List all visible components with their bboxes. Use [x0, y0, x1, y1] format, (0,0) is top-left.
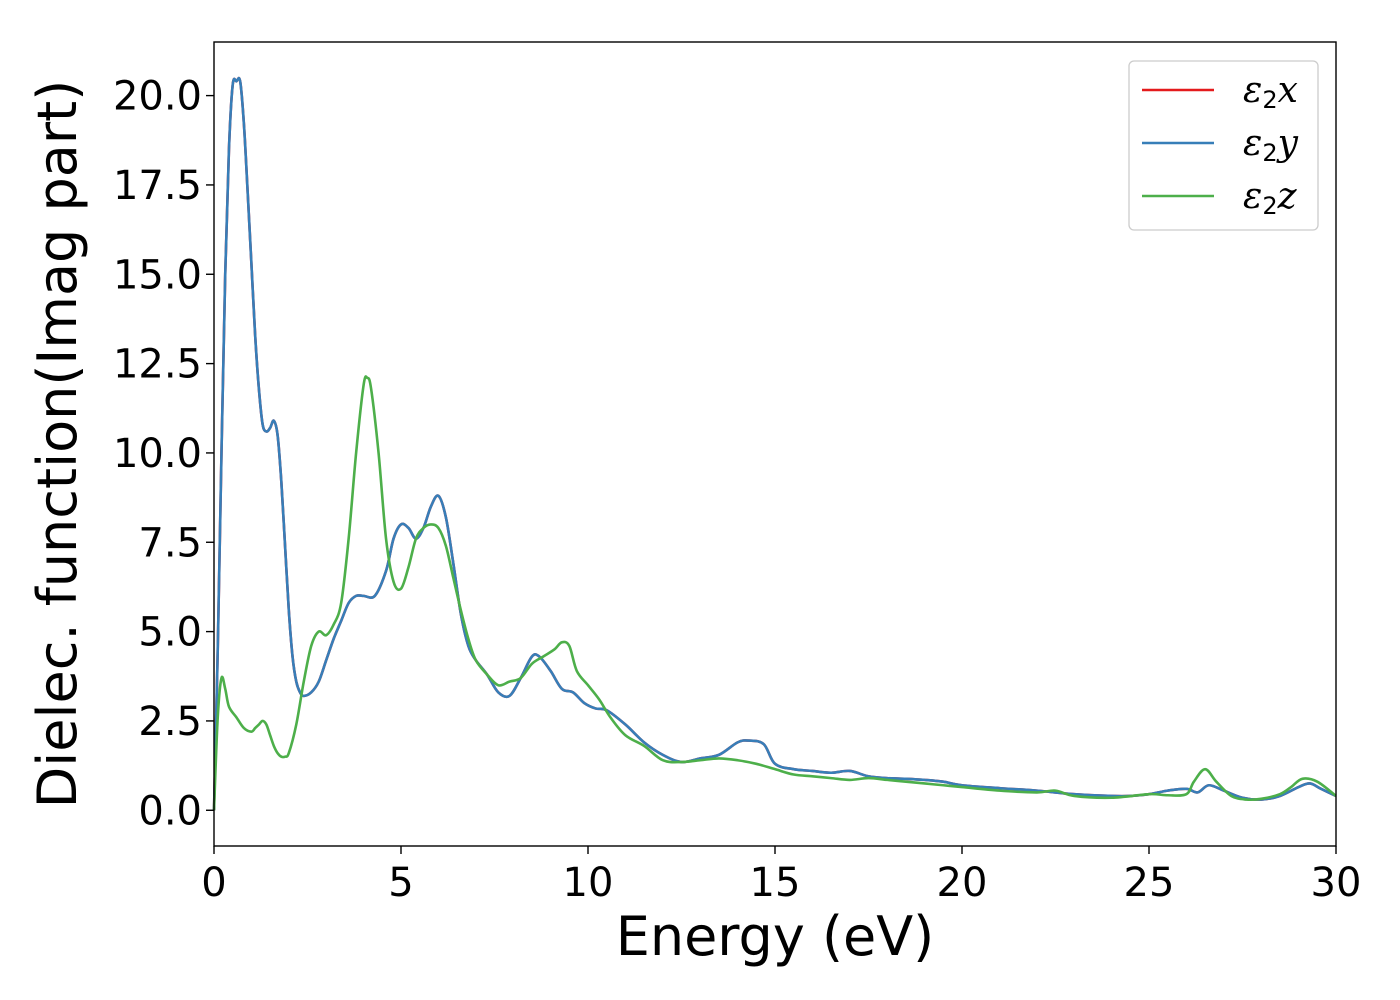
series-layer [212, 76, 1337, 811]
legend-entries: ε2x ε2y ε2z [1142, 70, 1299, 220]
x-tick-label: 25 [1124, 860, 1175, 906]
y-tick-label: 20.0 [113, 74, 202, 120]
y-tick-label: 12.5 [113, 342, 202, 388]
y-tick-label: 10.0 [113, 431, 202, 477]
legend: ε2x ε2y ε2z [1128, 60, 1319, 231]
ticks-layer: 0 5 10 15 20 25 30 0.0 2.5 5.0 7.5 10.0 12.5 15.0 17.5… [113, 74, 1362, 906]
series-line-z [212, 375, 1337, 811]
y-tick-label: 2.5 [138, 699, 202, 745]
x-tick-label: 20 [937, 860, 988, 906]
y-tick-label: 0.0 [138, 788, 202, 834]
x-tick-label: 5 [388, 860, 413, 906]
x-tick-label: 10 [563, 860, 614, 906]
y-tick-label: 17.5 [113, 163, 202, 209]
y-tick-label: 5.0 [138, 610, 202, 656]
y-tick-label: 7.5 [138, 520, 202, 566]
x-axis-title: Energy (eV) [616, 905, 935, 968]
x-tick-label: 30 [1311, 860, 1362, 906]
y-axis-title: Dielec. function(Imag part) [26, 80, 89, 809]
legend-label-z: ε2z [1243, 176, 1298, 220]
x-tick-label: 0 [201, 860, 226, 906]
legend-label-y: ε2y [1243, 123, 1299, 167]
legend-label-x: ε2x [1243, 70, 1298, 114]
legend-frame [1128, 60, 1319, 231]
x-tick-label: 15 [750, 860, 801, 906]
y-tick-label: 15.0 [113, 252, 202, 298]
